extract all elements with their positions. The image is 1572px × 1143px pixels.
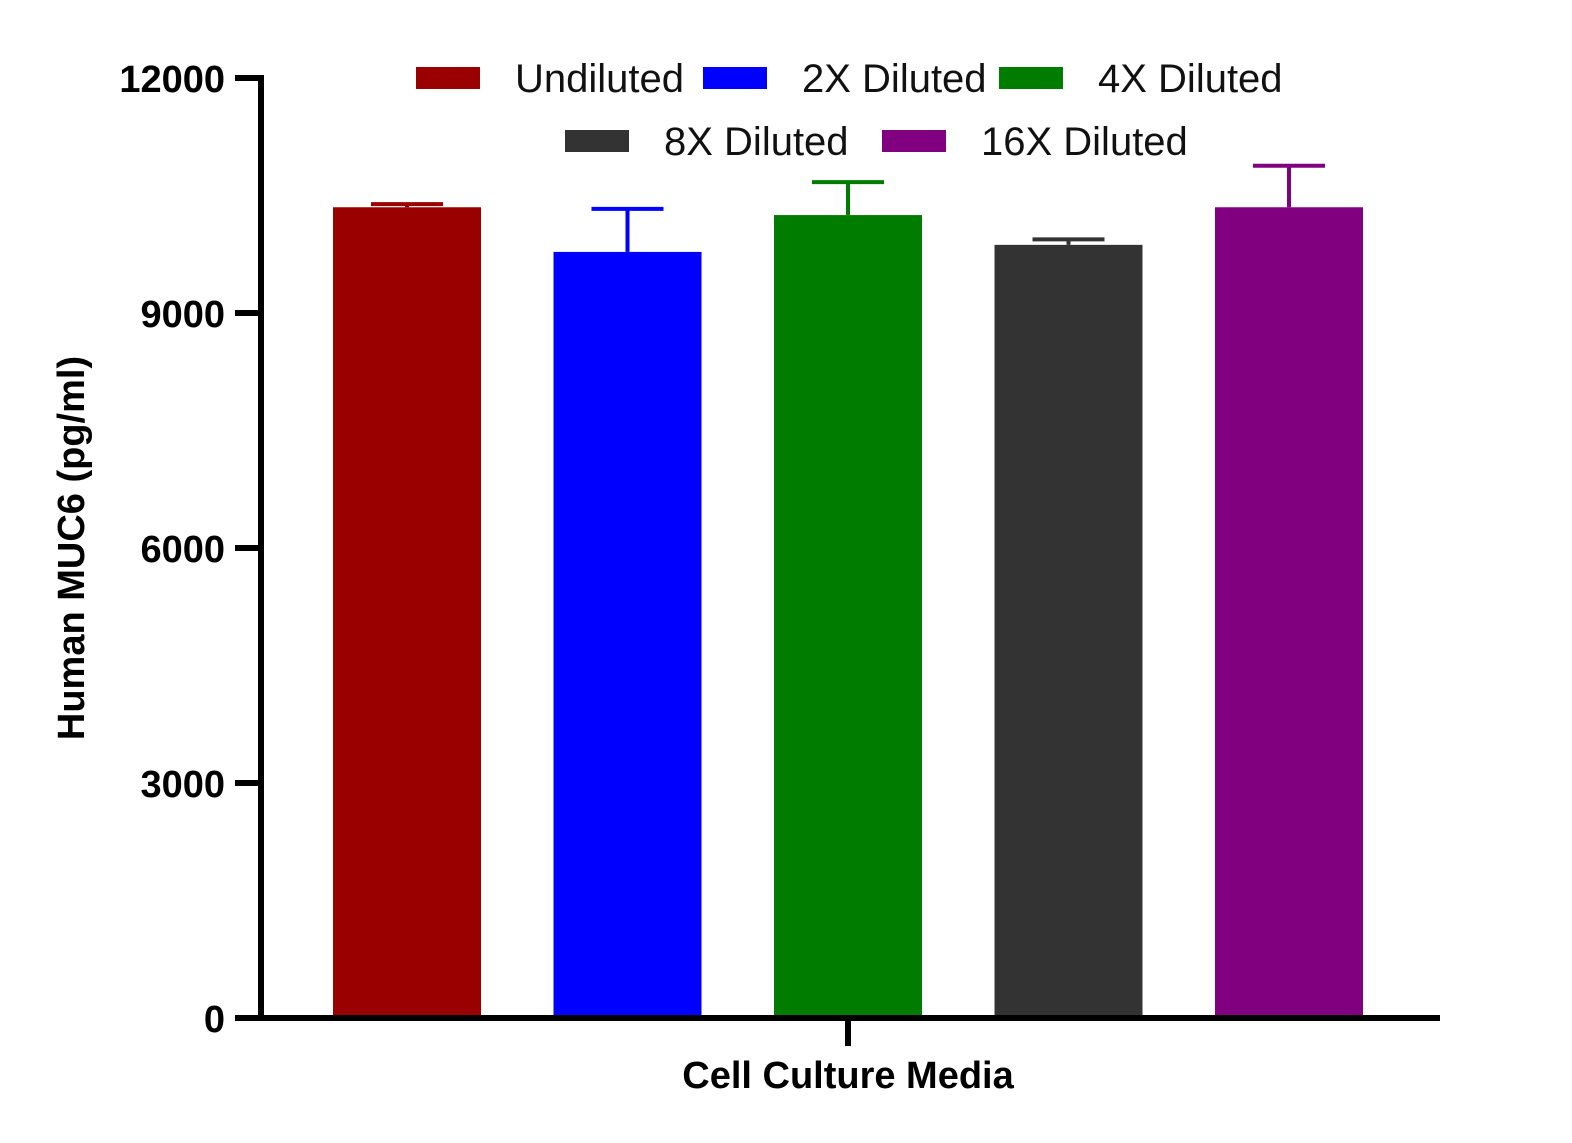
legend-swatch [416,67,480,89]
legend-label: 16X Diluted [981,120,1188,164]
y-axis: 0 3000 6000 9000 12000 [119,59,264,1041]
x-axis [258,1015,1440,1046]
bars-group [333,207,1363,1016]
legend-swatch [999,67,1063,89]
legend-label: Undiluted [515,57,684,101]
legend-label: 2X Diluted [802,57,987,101]
x-axis-title: Cell Culture Media [682,1055,1014,1097]
y-tick-label: 0 [204,999,225,1041]
y-tick-label: 6000 [140,529,225,571]
legend-swatch [565,130,629,152]
bar [333,207,481,1015]
legend: Undiluted 2X Diluted 4X Diluted 8X Diluted 1… [416,57,1283,164]
bar [994,244,1143,1016]
legend-swatch [703,67,767,89]
legend-swatch [882,130,946,152]
y-tick-label: 9000 [140,294,225,336]
bar [553,251,702,1015]
error-bars-group [371,163,1325,252]
y-tick-label: 12000 [119,59,225,101]
y-tick-label: 3000 [140,764,225,806]
bar [1215,207,1363,1015]
bar [774,215,922,1016]
legend-label: 8X Diluted [664,120,849,164]
legend-label: 4X Diluted [1098,57,1283,101]
y-axis-title: Human MUC6 (pg/ml) [51,356,93,740]
